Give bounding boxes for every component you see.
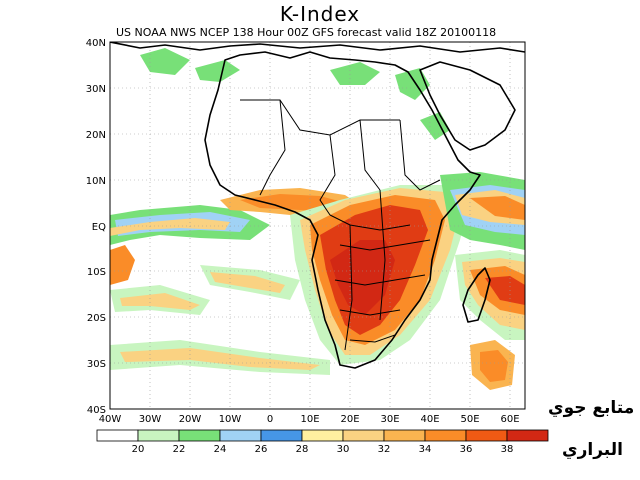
- colorbar-swatch: [260, 429, 303, 442]
- lon-label: 40E: [420, 414, 439, 425]
- colorbar-label: 36: [460, 444, 473, 455]
- shade-se-cell-inner: [480, 350, 508, 382]
- colorbar-swatch: [424, 429, 467, 442]
- colorbar-swatch: [465, 429, 508, 442]
- colorbar-label: 22: [173, 444, 186, 455]
- k-index-shading: [110, 48, 525, 390]
- lat-label: 40N: [86, 38, 106, 49]
- madagascar-coastline: [462, 267, 491, 323]
- arabia-coastline: [419, 61, 516, 151]
- shade-south-atl-4: [120, 348, 320, 370]
- lon-label: 50E: [460, 414, 479, 425]
- colorbar-swatch: [96, 429, 139, 442]
- lat-label: 10S: [87, 267, 106, 278]
- latitude-labels: 40N 30N 20N 10N EQ 10S 20S 30S 40S: [86, 38, 106, 416]
- lon-label: 60E: [500, 414, 519, 425]
- colorbar-swatch: [301, 429, 344, 442]
- colorbar-label: 26: [255, 444, 268, 455]
- lon-label: 20E: [340, 414, 359, 425]
- lat-label: EQ: [92, 222, 106, 233]
- lon-label: 10W: [219, 414, 242, 425]
- borders: [240, 99, 441, 351]
- lat-label: 30N: [86, 84, 106, 95]
- shade-south-atl-2: [120, 293, 200, 310]
- shade-madagascar-red: [485, 276, 525, 305]
- lon-label: 10E: [300, 414, 319, 425]
- lon-label: 30W: [139, 414, 162, 425]
- map-subtitle: US NOAA NWS NCEP 138 Hour 00Z GFS foreca…: [116, 26, 497, 39]
- colorbar-label: 32: [378, 444, 391, 455]
- colorbar-label: 24: [214, 444, 227, 455]
- colorbar-swatch: [342, 429, 385, 442]
- shade-south-atl-6: [210, 272, 285, 293]
- lon-label: 0: [267, 414, 273, 425]
- shade-atlantic-yellow: [110, 218, 230, 236]
- colorbar-swatch: [137, 429, 180, 442]
- europe-coastline: [110, 42, 525, 53]
- lat-label: 20N: [86, 130, 106, 141]
- colorbar-label: 28: [296, 444, 309, 455]
- logo-line-1: متابع جوي: [548, 398, 635, 418]
- colorbar-swatch: [178, 429, 221, 442]
- colorbar-label: 34: [419, 444, 432, 455]
- logo-line-2: البراري: [562, 440, 623, 460]
- colorbar-swatch: [383, 429, 426, 442]
- lat-label: 30S: [87, 359, 106, 370]
- lon-label: 20W: [179, 414, 202, 425]
- colorbar: 20 22 24 26 28 30 32 34 36 38: [96, 429, 549, 455]
- lat-label: 20S: [87, 313, 106, 324]
- shade-sw-orange: [110, 245, 135, 285]
- lon-label: 30E: [380, 414, 399, 425]
- coastlines: [110, 42, 525, 369]
- longitude-labels: 40W 30W 20W 10W 0 10E 20E 30E 40E 50E 60…: [99, 414, 520, 425]
- africa-coastline: [204, 51, 481, 369]
- shade-north-1: [140, 48, 190, 75]
- colorbar-label: 20: [132, 444, 145, 455]
- shade-north-2: [195, 60, 240, 82]
- shade-north-3: [330, 62, 380, 85]
- shade-central-darkred: [330, 240, 395, 315]
- colorbar-label: 38: [501, 444, 514, 455]
- colorbar-label: 30: [337, 444, 350, 455]
- shade-indian-orange: [470, 196, 525, 220]
- lat-label: 10N: [86, 176, 106, 187]
- lat-label: 40S: [87, 405, 106, 416]
- map-frame: [109, 41, 526, 410]
- colorbar-swatch: [506, 429, 549, 442]
- lon-label: 40W: [99, 414, 122, 425]
- map-title: K-Index: [279, 2, 361, 26]
- colorbar-swatch: [219, 429, 262, 442]
